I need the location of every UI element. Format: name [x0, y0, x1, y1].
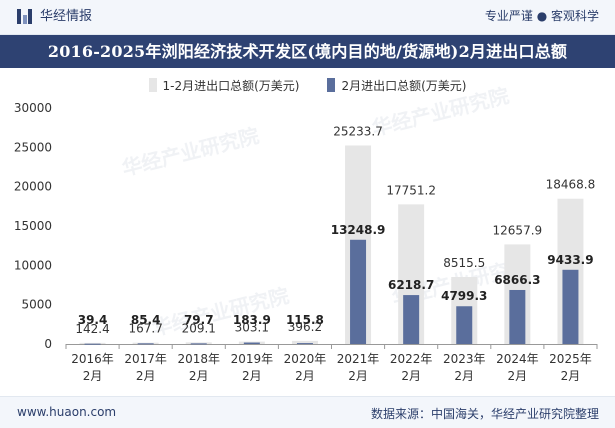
y-tick-label: 30000 — [14, 101, 52, 115]
data-label-total: 18468.8 — [546, 178, 596, 192]
x-tick-label-month: 2月 — [136, 369, 156, 383]
top-bar: 华经情报 专业严谨 ● 客观科学 — [0, 0, 615, 35]
data-label-month: 4799.3 — [441, 289, 487, 303]
data-label-month: 79.7 — [184, 313, 214, 327]
bar-month — [190, 343, 207, 345]
x-tick-label-year: 2019年 — [231, 352, 274, 366]
legend-item-month: 2月进出口总额(万美元) — [327, 77, 466, 94]
x-tick-label-month: 2月 — [83, 369, 103, 383]
y-tick-label: 25000 — [14, 140, 52, 154]
x-tick-label-month: 2月 — [401, 369, 421, 383]
brand-logo: 华经情报 — [17, 9, 92, 24]
bar-total — [79, 342, 106, 344]
y-tick-label: 10000 — [14, 258, 52, 272]
data-label-total: 25233.7 — [333, 124, 383, 138]
x-tick-label-month: 2月 — [242, 369, 262, 383]
legend: 1-2月进出口总额(万美元) 2月进出口总额(万美元) — [0, 74, 615, 96]
bar-month — [509, 289, 526, 344]
x-tick-label-month: 2月 — [454, 369, 474, 383]
x-tick-label-year: 2020年 — [284, 352, 327, 366]
x-tick-label-year: 2022年 — [390, 352, 433, 366]
data-label-total: 8515.5 — [443, 256, 485, 270]
data-label-month: 39.4 — [78, 313, 108, 327]
data-label-month: 85.4 — [131, 313, 161, 327]
y-tick-label: 5000 — [21, 298, 52, 312]
data-label-month: 9433.9 — [547, 253, 593, 267]
data-label-total: 303.1 — [235, 321, 269, 335]
x-tick-label-year: 2017年 — [124, 352, 167, 366]
bar-month — [456, 306, 473, 344]
logo-bars-icon — [17, 9, 32, 24]
legend-label-month: 2月进出口总额(万美元) — [341, 78, 467, 93]
bar-month — [296, 343, 313, 345]
data-label-month: 6218.7 — [388, 278, 434, 292]
legend-label-total: 1-2月进出口总额(万美元) — [162, 78, 300, 93]
y-tick-label: 15000 — [14, 219, 52, 233]
x-tick-label-year: 2025年 — [549, 352, 592, 366]
x-tick-label-month: 2月 — [348, 369, 368, 383]
y-tick-label: 0 — [44, 337, 52, 351]
data-label-total: 396.2 — [288, 320, 322, 334]
legend-swatch-month — [327, 78, 336, 92]
data-label-month: 115.8 — [286, 313, 324, 327]
y-tick-label: 20000 — [14, 180, 52, 194]
x-tick-label-month: 2月 — [508, 369, 528, 383]
data-label-total: 209.1 — [182, 321, 216, 335]
footer-website: www.huaon.com — [17, 405, 117, 419]
tagline: 专业严谨 ● 客观科学 — [484, 9, 599, 23]
legend-item-total: 1-2月进出口总额(万美元) — [148, 77, 300, 94]
data-label-month: 183.9 — [233, 313, 271, 327]
bar-month — [562, 269, 579, 344]
x-tick-label-year: 2023年 — [443, 352, 486, 366]
data-label-total: 12657.9 — [493, 223, 543, 237]
bar-total — [185, 342, 212, 344]
bar-month — [403, 295, 420, 344]
x-tick-label-year: 2018年 — [177, 352, 220, 366]
x-tick-label-year: 2024年 — [496, 352, 539, 366]
logo-text: 华经情报 — [40, 9, 93, 24]
data-label-total: 17751.2 — [386, 183, 436, 197]
legend-swatch-total — [148, 78, 157, 92]
data-label-month: 6866.3 — [494, 273, 540, 287]
bar-month — [350, 239, 367, 344]
footer-source: 数据来源：中国海关，华经产业研究院整理 — [370, 407, 599, 421]
x-tick-label-month: 2月 — [561, 369, 581, 383]
x-tick-label-month: 2月 — [295, 369, 315, 383]
bar-month — [243, 342, 260, 344]
chart-title: 2016-2025年浏阳经济技术开发区(境内目的地/货源地)2月进出口总额 — [0, 35, 615, 68]
x-tick-label-year: 2016年 — [71, 352, 114, 366]
data-label-total: 142.4 — [75, 322, 109, 336]
bar-month — [137, 343, 154, 345]
footer: www.huaon.com 数据来源：中国海关，华经产业研究院整理 — [0, 396, 615, 428]
bar-month — [84, 343, 101, 345]
chart-area: 华经产业研究院 华经产业研究院 华经产业研究院 华经产业研究院 05000100… — [0, 83, 615, 392]
x-tick-label-year: 2021年 — [337, 352, 380, 366]
x-tick-label-month: 2月 — [189, 369, 209, 383]
data-label-total: 167.7 — [128, 322, 162, 336]
data-label-month: 13248.9 — [331, 223, 386, 237]
bar-total — [291, 340, 318, 344]
bar-chart: 0 5000 10000 15000 20000 25000 30000 142.439.4 2… — [14, 101, 598, 383]
